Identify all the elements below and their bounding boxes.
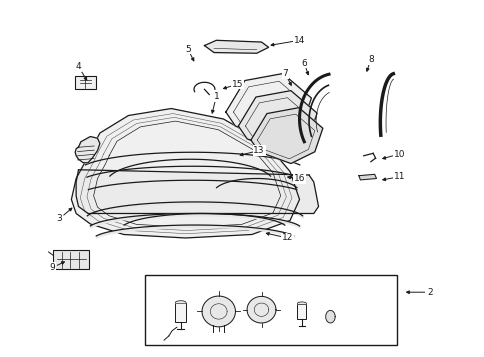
Polygon shape <box>202 296 235 327</box>
Text: 5: 5 <box>184 45 190 54</box>
Bar <box>75 76 96 89</box>
Text: 1: 1 <box>213 92 219 101</box>
Polygon shape <box>247 296 275 323</box>
Text: 7: 7 <box>282 69 287 78</box>
Polygon shape <box>75 136 100 163</box>
Polygon shape <box>358 174 376 180</box>
Polygon shape <box>250 108 322 164</box>
Text: 16: 16 <box>293 174 304 183</box>
Text: 13: 13 <box>253 146 264 155</box>
Polygon shape <box>297 302 306 303</box>
Text: 14: 14 <box>293 36 304 45</box>
Polygon shape <box>204 40 268 53</box>
Polygon shape <box>175 301 186 303</box>
Polygon shape <box>76 170 318 213</box>
Polygon shape <box>226 74 311 140</box>
Text: 11: 11 <box>393 172 404 181</box>
Text: 2: 2 <box>426 288 432 297</box>
Text: 9: 9 <box>49 263 55 272</box>
Bar <box>53 250 89 270</box>
Polygon shape <box>238 91 317 152</box>
Text: 15: 15 <box>231 80 243 89</box>
Bar <box>145 275 396 345</box>
Text: 6: 6 <box>301 59 306 67</box>
Text: 12: 12 <box>281 233 293 242</box>
Polygon shape <box>71 109 299 238</box>
Text: 8: 8 <box>367 55 373 64</box>
Polygon shape <box>325 311 334 323</box>
Bar <box>175 303 186 322</box>
Text: 10: 10 <box>393 150 404 159</box>
Text: 4: 4 <box>76 62 81 71</box>
Bar <box>297 303 306 319</box>
Text: 3: 3 <box>57 214 62 223</box>
